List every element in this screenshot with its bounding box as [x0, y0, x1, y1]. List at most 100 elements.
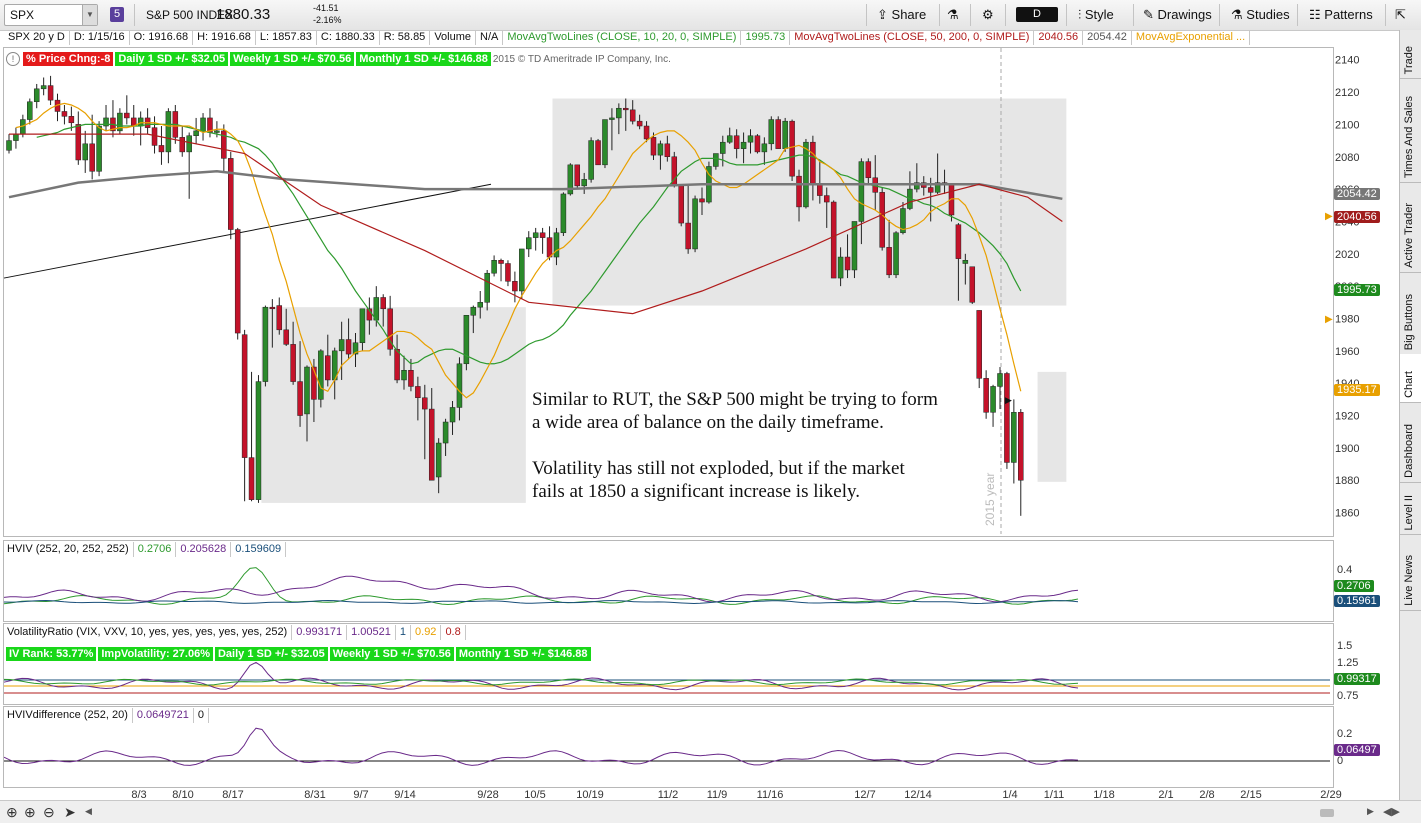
tab-label: Active Trader	[1403, 203, 1415, 268]
legend-high: H: 1916.68	[193, 30, 256, 45]
tab-trade[interactable]: Trade	[1400, 30, 1421, 79]
badge-iv-rank: IV Rank: 53.77%	[6, 647, 97, 661]
volratio-badges: IV Rank: 53.77% ImpVolatility: 27.06% Dail…	[6, 646, 593, 661]
candle-up	[186, 135, 192, 153]
x-tick-label: 2/8	[1199, 789, 1214, 801]
hviv-mean-line	[3, 599, 1079, 605]
candle-up	[782, 120, 788, 149]
badge-weekly-sd: Weekly 1 SD +/- $70.56	[230, 52, 355, 66]
hviv-value1: 0.2706	[134, 542, 177, 557]
candle-down	[927, 187, 934, 193]
tab-level-ii[interactable]: Level II	[1400, 482, 1421, 535]
hvivdiff-title[interactable]: HVIVdifference (252, 20)	[3, 708, 133, 723]
tab-times-and-sales[interactable]: Times And Sales	[1400, 78, 1421, 183]
cursor-icon[interactable]: ➤	[64, 804, 76, 820]
candle-down	[817, 183, 823, 196]
x-tick-label: 1/18	[1093, 789, 1114, 801]
candle-down	[844, 256, 851, 271]
legend-ma2-label[interactable]: MovAvgTwoLines (CLOSE, 50, 200, 0, SIMPL…	[790, 30, 1035, 45]
scroll-right-icon[interactable]: ▶	[1367, 806, 1374, 816]
tab-dashboard[interactable]: Dashboard	[1400, 402, 1421, 483]
share-button[interactable]: ⇪ Share	[877, 6, 926, 24]
hvivdiff-tick: 0.2	[1337, 728, 1353, 740]
candle-up	[449, 407, 456, 423]
candle-up	[96, 125, 102, 172]
patterns-button[interactable]: ☷ Patterns	[1309, 6, 1373, 24]
annotation-text[interactable]: Similar to RUT, the S&P 500 might be try…	[532, 388, 938, 503]
legend-ma1-label[interactable]: MovAvgTwoLines (CLOSE, 10, 20, 0, SIMPLE…	[503, 30, 742, 45]
candle-up	[837, 256, 844, 279]
tab-active-trader[interactable]: Active Trader	[1400, 182, 1421, 273]
separator	[1385, 4, 1386, 26]
candle-down	[512, 281, 518, 292]
gear-icon[interactable]: ⚙	[982, 7, 994, 22]
share-label: Share	[891, 7, 927, 22]
candle-down	[955, 224, 962, 259]
candle-up	[657, 143, 664, 156]
scroll-left-icon[interactable]: ◀	[85, 806, 92, 816]
expand-icon[interactable]: ⇱	[1395, 7, 1406, 22]
settings-circle-icon[interactable]: !	[6, 52, 20, 66]
expand-horizontal-icon[interactable]: ◀▶	[1383, 806, 1400, 818]
legend-volume-label: Volume	[430, 30, 477, 45]
candle-up	[456, 363, 463, 408]
annotation-arrow-icon: ▶	[1005, 395, 1012, 405]
hviv-tag2: 0.15961	[1334, 595, 1380, 607]
x-tick-label: 9/14	[394, 789, 415, 801]
candle-up	[851, 221, 858, 271]
studies-button[interactable]: ⚗ Studies	[1231, 6, 1290, 24]
candle-up	[740, 141, 747, 149]
drawings-button[interactable]: ✎ Drawings	[1143, 6, 1212, 24]
candle-up	[463, 315, 470, 365]
zoom-reset-icon[interactable]: ⊕	[6, 804, 18, 820]
flask-icon[interactable]: ⚗	[947, 7, 959, 22]
separator	[1133, 4, 1134, 26]
symbol-dropdown-icon[interactable]: ▼	[82, 5, 97, 25]
candle-up	[560, 193, 567, 234]
bottom-bar: ⊕ ⊕ ⊖ ➤ ◀ ▶ ◀▶	[0, 800, 1421, 823]
legend-open: O: 1916.68	[130, 30, 194, 45]
candle-up	[165, 111, 172, 153]
candle-up	[720, 141, 726, 154]
candle-down	[650, 137, 657, 156]
ma10-line	[15, 102, 1022, 399]
legend-ma3-label[interactable]: MovAvgExponential ...	[1132, 30, 1251, 45]
scrollbar-thumb[interactable]	[1320, 809, 1334, 817]
link-group-badge[interactable]: 5	[110, 7, 124, 22]
hviv-title[interactable]: HVIV (252, 20, 252, 252)	[3, 542, 134, 557]
aggregation-button[interactable]: D	[1016, 7, 1058, 22]
candle-up	[747, 135, 754, 143]
tag-arrow-icon: ▶	[1325, 211, 1333, 222]
zoom-in-icon[interactable]: ⊕	[24, 804, 36, 820]
candle-up	[1011, 412, 1017, 463]
volratio-title[interactable]: VolatilityRatio (VIX, VXV, 10, yes, yes,…	[3, 625, 293, 640]
legend-ma1-value: 1995.73	[741, 30, 791, 45]
tab-live-news[interactable]: Live News	[1400, 534, 1421, 611]
candle-up	[214, 130, 220, 133]
legend-close: C: 1880.33	[317, 30, 380, 45]
tab-label: Chart	[1403, 371, 1415, 398]
zoom-out-icon[interactable]: ⊖	[43, 804, 55, 820]
candle-down	[61, 111, 68, 117]
hvivdiff-value2: 0	[194, 708, 209, 723]
tab-label: Live News	[1403, 555, 1415, 606]
volratio-value5: 0.8	[441, 625, 466, 640]
style-button[interactable]: ⫶ Style	[1078, 6, 1114, 24]
legend-low: L: 1857.83	[256, 30, 317, 45]
x-tick-label: 8/17	[222, 789, 243, 801]
price-tick-label: 1960	[1335, 346, 1359, 358]
candle-down	[345, 339, 352, 355]
volratio-value3: 1	[396, 625, 412, 640]
candle-down	[394, 348, 400, 381]
volratio-tag: 0.99317	[1334, 673, 1380, 685]
volratio-tick: 1.25	[1337, 657, 1359, 669]
symbol-input[interactable]: SPX ▼	[4, 4, 98, 26]
tab-big-buttons[interactable]: Big Buttons	[1400, 272, 1421, 355]
candle-down	[498, 260, 504, 264]
candle-down	[179, 137, 185, 153]
tab-label: Trade	[1403, 45, 1415, 74]
tab-chart[interactable]: Chart	[1400, 354, 1421, 403]
last-price: 1880.33	[216, 6, 271, 23]
candle-up	[13, 133, 19, 141]
